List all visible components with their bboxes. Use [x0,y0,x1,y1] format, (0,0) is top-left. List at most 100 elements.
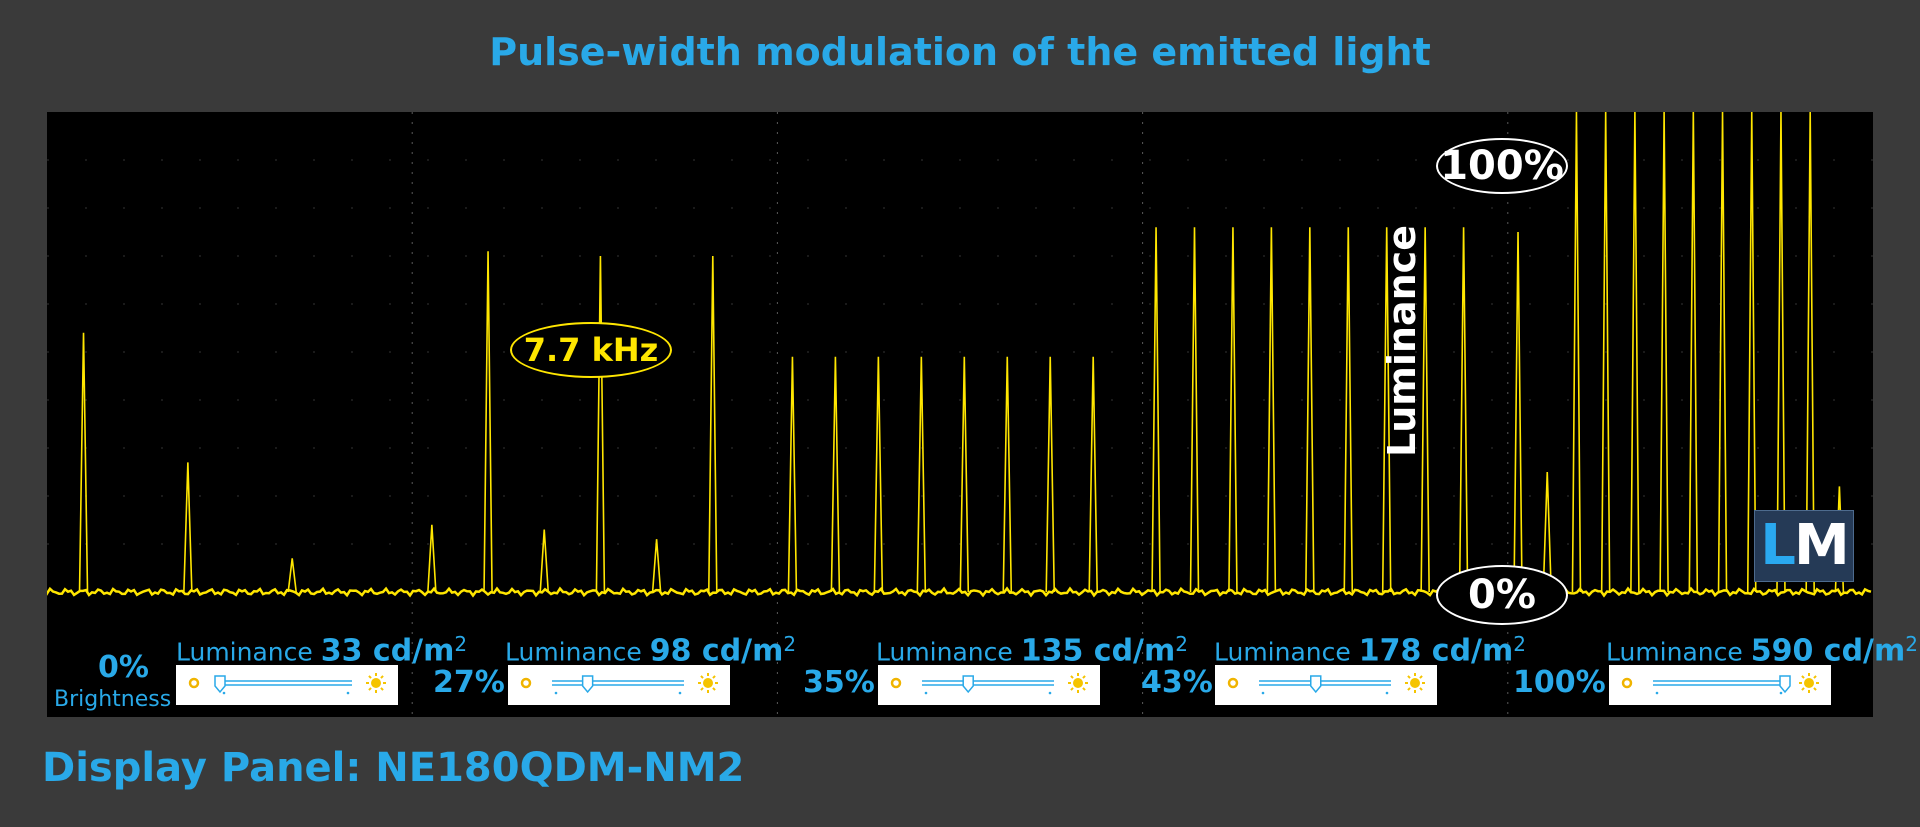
scale-top-marker: 100% [1436,138,1568,194]
logo-letter-l: L [1760,513,1794,578]
sun-ray [1802,688,1804,690]
pulse-peak [709,256,717,592]
segment-3-luminance: Luminance 178 cd/m2 [1214,632,1526,668]
sun-ray [369,676,371,678]
slider-tick [1780,692,1783,695]
segment-0-brightness-caption: Brightness [54,687,171,712]
sun-small-icon [190,679,198,687]
sun-ray [1408,676,1410,678]
lm-logo: LM [1754,510,1854,582]
sun-large-icon [1073,678,1083,688]
pulse-peak [831,357,839,592]
oscilloscope-area [47,112,1873,717]
sun-ray [701,688,703,690]
pulse-peak [1306,227,1314,592]
slider-handle [963,676,973,692]
sun-ray [369,688,371,690]
sun-ray [1071,676,1073,678]
sun-small-icon [522,679,530,687]
pulse-peak [1267,227,1275,592]
sun-small-icon [1623,679,1631,687]
segment-2-brightness-slider [878,665,1100,705]
sun-ray [701,676,703,678]
frequency-annotation: 7.7 kHz [510,322,672,378]
slider-tick [1386,692,1389,695]
slider-tick [1656,692,1659,695]
sun-ray [381,688,383,690]
sun-large-icon [703,678,713,688]
pulse-peak [1229,227,1237,592]
pulse-peak [874,357,882,592]
segment-4-luminance: Luminance 590 cd/m2 [1606,632,1918,668]
pulse-peak [288,558,296,592]
luminance-value: 590 cd/m [1751,633,1906,668]
pulse-peak [788,357,796,592]
pulse-peak [596,256,604,592]
slider-tick [347,692,350,695]
segment-0-luminance: Luminance 33 cd/m2 [176,632,467,668]
pulse-peak [1152,227,1160,592]
luminance-value: 178 cd/m [1359,633,1514,668]
display-panel-label: Display Panel: NE180QDM-NM2 [42,745,744,791]
pulse-peak [80,333,88,592]
slider-tick [679,692,682,695]
sun-ray [1083,676,1085,678]
segment-3-brightness-slider [1215,665,1437,705]
sun-ray [1814,688,1816,690]
segment-1-brightness-slider [508,665,730,705]
luminance-prefix: Luminance [176,637,313,666]
segment-3-brightness: 43% [1141,665,1213,700]
scale-bottom-marker: 0% [1436,565,1568,625]
sun-ray [1408,688,1410,690]
pulse-peak [1190,227,1198,592]
sun-ray [1420,676,1422,678]
pulse-peak [1460,227,1468,592]
sun-large-icon [1804,678,1814,688]
slider-handle [1311,676,1321,692]
unit-exponent: 2 [783,632,796,656]
segment-4-brightness-slider [1609,665,1831,705]
sun-ray [381,676,383,678]
slider-tick [1262,692,1265,695]
pulse-peak [1003,357,1011,592]
pulse-peak [1689,112,1697,592]
slider-tick [555,692,558,695]
slider-tick [1049,692,1052,695]
pulse-peak [1344,227,1352,592]
sun-small-icon [892,679,900,687]
unit-exponent: 2 [1175,632,1188,656]
pulse-peak [1089,357,1097,592]
pulse-peak [484,251,492,592]
sun-ray [1071,688,1073,690]
unit-exponent: 2 [1905,632,1918,656]
sun-ray [1814,676,1816,678]
sun-large-icon [1410,678,1420,688]
segment-1-luminance: Luminance 98 cd/m2 [505,632,796,668]
segment-2-luminance: Luminance 135 cd/m2 [876,632,1188,668]
segment-0-brightness: 0% [98,650,149,685]
segment-0-brightness-slider [176,665,398,705]
sun-ray [713,676,715,678]
unit-exponent: 2 [1513,632,1526,656]
pulse-peak [960,357,968,592]
pulse-peak [917,357,925,592]
logo-letter-m: M [1794,513,1848,578]
pulse-peak [1572,112,1580,592]
pulse-peak [1631,112,1639,592]
baseline-trace [47,589,1871,596]
slider-tick [925,692,928,695]
luminance-prefix: Luminance [1214,637,1351,666]
luminance-prefix: Luminance [876,637,1013,666]
segment-2-brightness: 35% [803,665,875,700]
pulse-peak [1660,112,1668,592]
sun-ray [713,688,715,690]
sun-ray [1802,676,1804,678]
sun-small-icon [1229,679,1237,687]
oscilloscope-trace [47,112,1873,717]
segment-1-brightness: 27% [433,665,505,700]
slider-handle [583,676,593,692]
luminance-prefix: Luminance [1606,637,1743,666]
luminance-value: 98 cd/m [650,633,784,668]
slider-handle [215,676,225,692]
sun-ray [1420,688,1422,690]
